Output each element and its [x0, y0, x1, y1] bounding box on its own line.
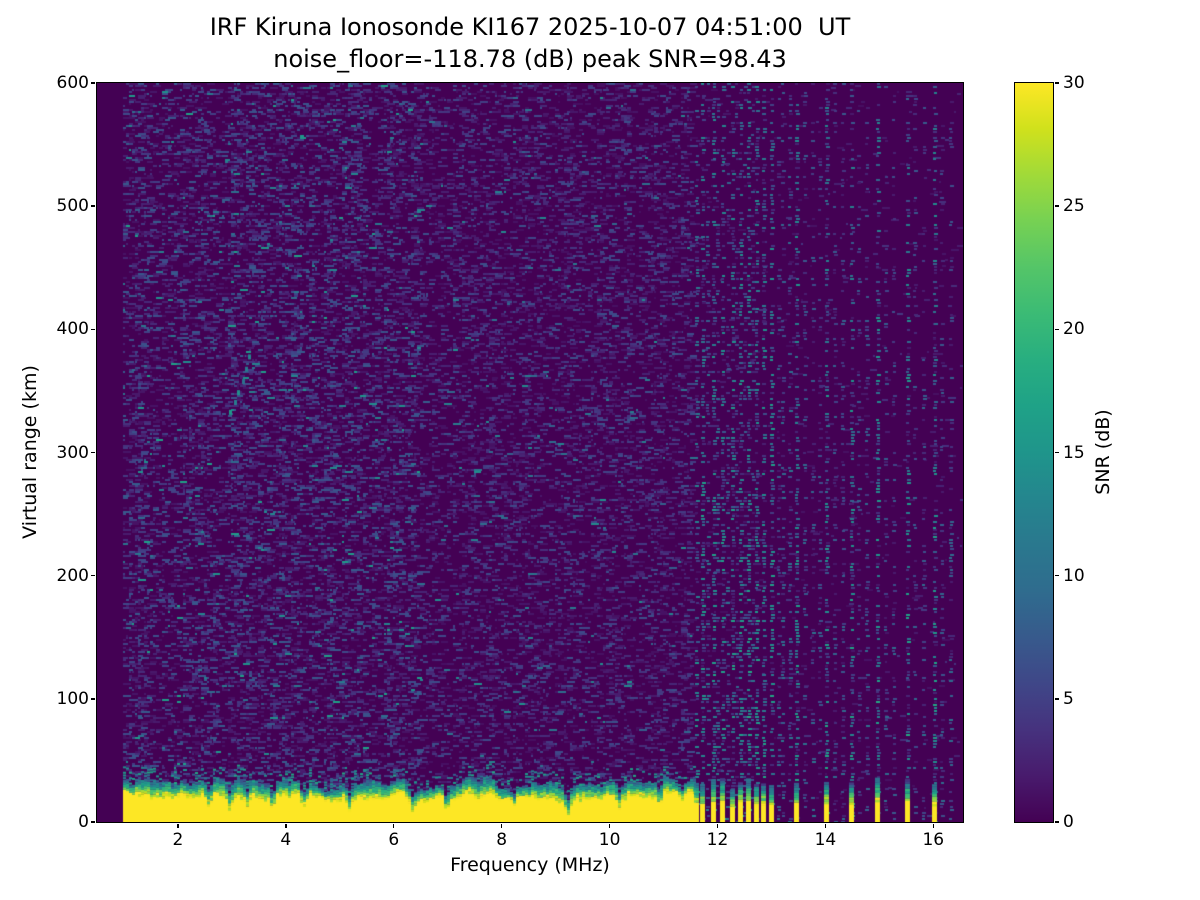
x-tick-label: 2 — [172, 830, 184, 850]
chart-title: IRF Kiruna Ionosonde KI167 2025-10-07 04… — [209, 13, 851, 41]
x-tick-label: 12 — [706, 830, 729, 850]
plot-area — [96, 82, 964, 823]
x-tick-label: 8 — [496, 830, 508, 850]
x-tick-label: 10 — [598, 830, 621, 850]
y-tick-label: 0 — [78, 812, 89, 832]
x-tick-mark — [932, 823, 934, 829]
colorbar-tick-label: 20 — [1063, 319, 1085, 340]
colorbar — [1014, 82, 1054, 823]
y-tick-label: 300 — [56, 442, 89, 463]
y-tick-label: 600 — [56, 73, 89, 93]
colorbar-tick-label: 10 — [1063, 565, 1085, 586]
y-tick-mark — [90, 698, 96, 700]
y-tick-mark — [90, 205, 96, 207]
colorbar-tick-label: 5 — [1063, 688, 1074, 709]
colorbar-tick-mark — [1054, 574, 1060, 577]
chart-subtitle: noise_floor=-118.78 (dB) peak SNR=98.43 — [273, 45, 787, 73]
x-tick-mark — [500, 823, 503, 829]
colorbar-tick-mark — [1054, 698, 1060, 700]
colorbar-tick-mark — [1054, 821, 1060, 823]
colorbar-tick-mark — [1054, 328, 1060, 331]
x-tick-mark — [285, 823, 287, 829]
colorbar-tick-mark — [1054, 205, 1060, 207]
x-tick-label: 6 — [388, 830, 400, 850]
y-tick-mark — [90, 451, 96, 454]
y-tick-label: 200 — [56, 565, 89, 586]
x-tick-mark — [608, 823, 611, 829]
y-tick-label: 500 — [56, 196, 89, 217]
y-tick-mark — [90, 821, 96, 823]
y-tick-mark — [90, 82, 96, 84]
x-axis-label: Frequency (MHz) — [450, 854, 610, 876]
colorbar-tick-mark — [1054, 82, 1060, 84]
colorbar-tick-label: 25 — [1063, 196, 1085, 217]
colorbar-tick-mark — [1054, 451, 1060, 454]
x-tick-mark — [393, 823, 395, 829]
colorbar-tick-label: 30 — [1063, 73, 1085, 93]
y-tick-mark — [90, 574, 96, 577]
ionogram-heatmap-canvas — [97, 83, 963, 822]
x-tick-label: 16 — [922, 830, 945, 850]
y-tick-label: 400 — [56, 319, 89, 340]
x-tick-mark — [177, 823, 179, 829]
colorbar-tick-label: 15 — [1063, 442, 1085, 463]
x-tick-mark — [716, 823, 719, 829]
y-tick-mark — [90, 328, 96, 331]
colorbar-gradient — [1015, 83, 1053, 822]
y-tick-label: 100 — [56, 688, 89, 709]
x-tick-mark — [824, 823, 827, 829]
colorbar-label: SNR (dB) — [1092, 409, 1114, 495]
colorbar-tick-label: 0 — [1063, 812, 1074, 832]
x-tick-label: 4 — [280, 830, 292, 850]
x-tick-label: 14 — [814, 830, 837, 850]
